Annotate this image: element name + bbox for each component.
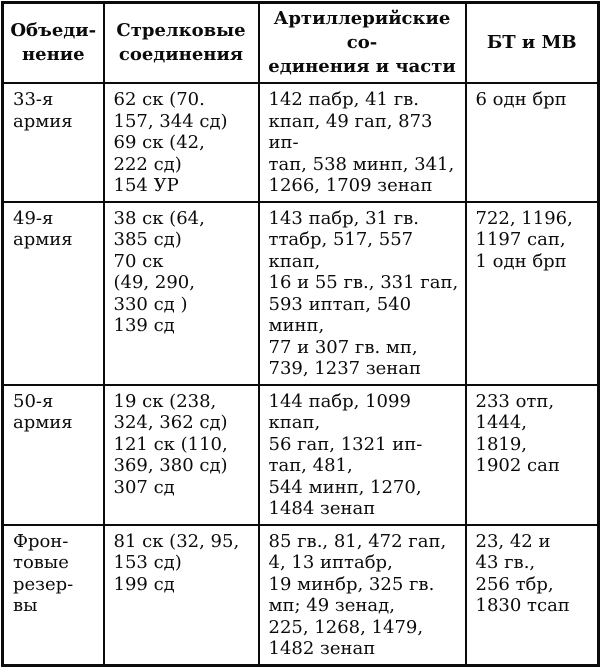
table-row-front-reserves: Фрон- товые резер- вы 81 ск (32, 95, 153…	[1, 523, 600, 666]
cell-formation: 50-я армия	[1, 383, 105, 526]
column-header-bt-mv: БТ и МВ	[464, 1, 600, 84]
table-body: 33-я армия 62 ск (70. 157, 344 сд) 69 ск…	[1, 82, 600, 666]
table-header: Объеди- нение Стрелковые соединения Арти…	[1, 1, 600, 84]
cell-formation: 49-я армия	[1, 200, 105, 386]
cell-artillery-units: 142 пабр, 41 гв. кпап, 49 гап, 873 ип- т…	[257, 82, 467, 203]
column-header-rifle-formations: Стрелковые соединения	[102, 1, 260, 84]
cell-rifle-formations: 62 ск (70. 157, 344 сд) 69 ск (42, 222 с…	[102, 82, 260, 203]
cell-bt-mv: 722, 1196, 1197 сап, 1 одн брп	[464, 200, 600, 386]
column-header-artillery-units: Артиллерийские со- единения и части	[257, 1, 467, 84]
table-row-49-army: 49-я армия 38 ск (64, 385 сд) 70 ск (49,…	[1, 200, 600, 386]
table-row-50-army: 50-я армия 19 ск (238, 324, 362 сд) 121 …	[1, 383, 600, 526]
cell-bt-mv: 23, 42 и 43 гв., 256 тбр, 1830 тсап	[464, 523, 600, 666]
header-row: Объеди- нение Стрелковые соединения Арти…	[1, 1, 600, 84]
cell-bt-mv: 6 одн брп	[464, 82, 600, 203]
cell-rifle-formations: 38 ск (64, 385 сд) 70 ск (49, 290, 330 с…	[102, 200, 260, 386]
cell-artillery-units: 85 гв., 81, 472 гап, 4, 13 иптабр, 19 ми…	[257, 523, 467, 666]
cell-rifle-formations: 19 ск (238, 324, 362 сд) 121 ск (110, 36…	[102, 383, 260, 526]
cell-formation: Фрон- товые резер- вы	[1, 523, 105, 666]
table-row-33-army: 33-я армия 62 ск (70. 157, 344 сд) 69 ск…	[1, 82, 600, 203]
cell-rifle-formations: 81 ск (32, 95, 153 сд) 199 сд	[102, 523, 260, 666]
cell-artillery-units: 143 пабр, 31 гв. ттабр, 517, 557 кпап, 1…	[257, 200, 467, 386]
cell-bt-mv: 233 отп, 1444, 1819, 1902 сап	[464, 383, 600, 526]
cell-formation: 33-я армия	[1, 82, 105, 203]
cell-artillery-units: 144 пабр, 1099 кпап, 56 гап, 1321 ип- та…	[257, 383, 467, 526]
column-header-formation: Объеди- нение	[1, 1, 105, 84]
